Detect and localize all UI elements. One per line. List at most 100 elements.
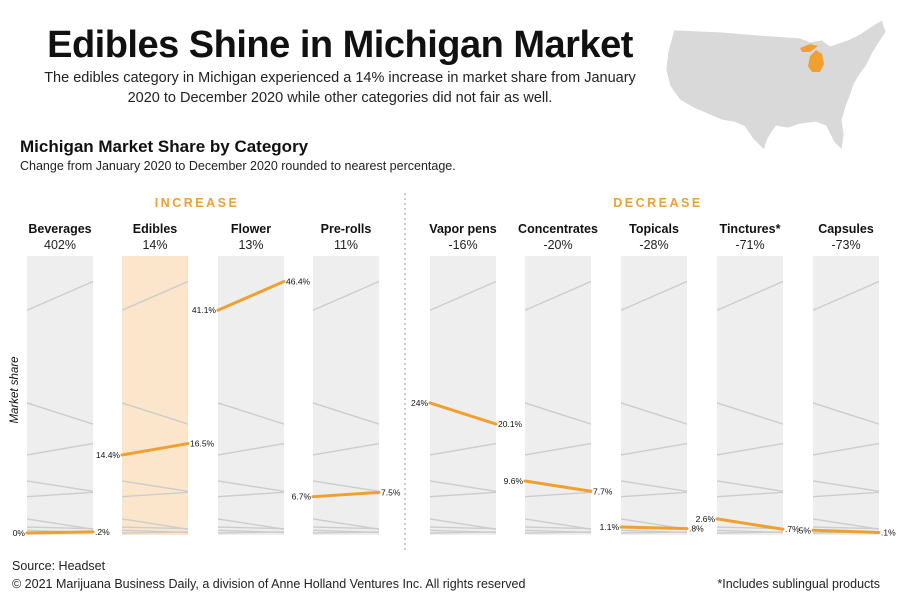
series-line <box>311 490 381 499</box>
category-change: 402% <box>44 238 76 252</box>
context-line <box>312 442 380 456</box>
footnote: *Includes sublingual products <box>717 577 880 591</box>
context-line <box>429 491 497 498</box>
category-change: -28% <box>639 238 668 252</box>
context-line <box>812 480 880 492</box>
context-line <box>812 402 880 425</box>
panel-background <box>430 256 496 535</box>
end-value-label: .1% <box>881 527 896 537</box>
context-line <box>217 491 285 498</box>
context-line <box>812 526 880 530</box>
context-line <box>121 529 189 534</box>
us-map-icon <box>665 19 887 151</box>
context-line <box>26 526 94 530</box>
panel-tinctures: Tinctures* -71% 2.6% .7% <box>696 222 800 535</box>
category-name: Capsules <box>818 222 874 236</box>
series-line <box>25 530 95 535</box>
us-map-shape <box>665 19 887 151</box>
category-change: 13% <box>238 238 263 252</box>
category-name: Flower <box>231 222 271 236</box>
end-value-label: 20.1% <box>498 419 523 429</box>
source-note: Source: Headset <box>12 559 106 573</box>
context-line <box>312 529 380 534</box>
context-line <box>217 526 285 530</box>
context-line <box>26 402 94 425</box>
series-line <box>428 401 498 426</box>
context-line <box>620 402 688 425</box>
category-change: -71% <box>735 238 764 252</box>
panel-topicals: Topicals -28% 1.1% .8% <box>600 222 704 535</box>
context-line <box>312 518 380 530</box>
start-value-label: 24% <box>411 398 428 408</box>
context-line <box>620 480 688 492</box>
context-line <box>716 442 784 456</box>
context-line <box>429 529 497 534</box>
category-name: Edibles <box>133 222 178 236</box>
panel-background <box>122 256 188 535</box>
start-value-label: 2.6% <box>696 514 716 524</box>
context-line <box>312 480 380 492</box>
context-line <box>716 280 784 311</box>
context-line <box>217 480 285 492</box>
context-line <box>121 402 189 425</box>
context-line <box>716 491 784 498</box>
context-line <box>121 480 189 492</box>
start-value-label: 0% <box>13 528 26 538</box>
category-name: Beverages <box>28 222 91 236</box>
series-line <box>523 479 593 493</box>
context-line <box>429 518 497 530</box>
start-value-label: 41.1% <box>192 305 217 315</box>
chart-subtitle: The edibles category in Michigan experie… <box>44 70 636 106</box>
end-value-label: 46.4% <box>286 277 311 287</box>
end-value-label: 16.5% <box>190 439 215 449</box>
category-name: Concentrates <box>518 222 598 236</box>
context-line <box>26 491 94 498</box>
end-value-label: .7% <box>785 524 800 534</box>
copyright-note: © 2021 Marijuana Business Daily, a divis… <box>12 577 526 591</box>
context-line <box>716 402 784 425</box>
category-change: 11% <box>334 238 358 252</box>
context-line <box>620 280 688 311</box>
panel-pre-rolls: Pre-rolls 11% 6.7% 7.5% <box>292 222 401 535</box>
context-line <box>620 442 688 456</box>
category-change: -73% <box>831 238 860 252</box>
panel-background <box>717 256 783 535</box>
context-line <box>524 442 592 456</box>
group-labels: INCREASE DECREASE <box>155 196 702 210</box>
series-line <box>619 525 689 531</box>
end-value-label: .2% <box>95 527 110 537</box>
panel-background <box>218 256 284 535</box>
series-line <box>216 280 286 312</box>
context-line <box>121 280 189 311</box>
context-line <box>121 526 189 530</box>
category-name: Tinctures* <box>720 222 781 236</box>
series-line <box>811 528 881 534</box>
end-value-label: 7.5% <box>381 487 401 497</box>
context-line <box>217 529 285 534</box>
context-line <box>312 402 380 425</box>
panel-background <box>27 256 93 535</box>
series-line <box>120 442 190 457</box>
series-line <box>715 517 785 531</box>
context-line <box>121 518 189 530</box>
context-line <box>812 280 880 311</box>
context-line <box>217 518 285 530</box>
group-label-decrease: DECREASE <box>613 196 702 210</box>
context-line <box>429 480 497 492</box>
context-line <box>524 280 592 311</box>
context-line <box>620 529 688 534</box>
context-line <box>812 442 880 456</box>
context-line <box>716 529 784 534</box>
context-line <box>26 518 94 530</box>
panel-background <box>621 256 687 535</box>
context-line <box>524 518 592 530</box>
category-change: -16% <box>448 238 477 252</box>
panel-background <box>313 256 379 535</box>
context-line <box>620 491 688 498</box>
category-change: -20% <box>543 238 572 252</box>
context-line <box>312 280 380 311</box>
panel-edibles: Edibles 14% 14.4% 16.5% <box>96 222 215 535</box>
context-line <box>217 442 285 456</box>
